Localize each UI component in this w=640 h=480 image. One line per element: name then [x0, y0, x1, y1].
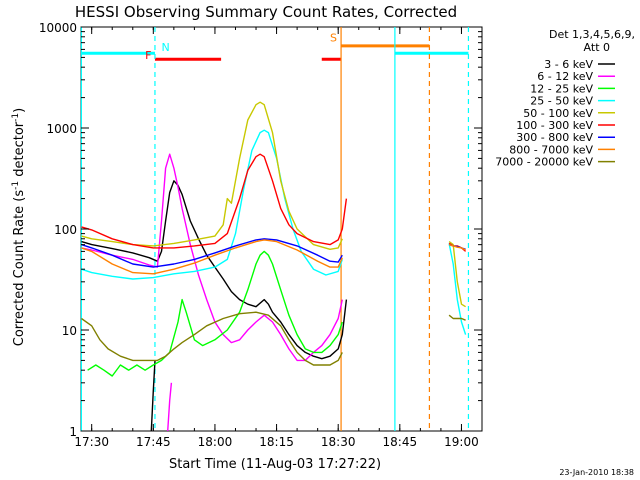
y-axis-label-mid: detector [12, 121, 27, 181]
y-tick-label: 1 [69, 425, 77, 439]
observing-flags: NF S [80, 27, 470, 431]
y-axis-label-end: ) [12, 108, 27, 113]
series-1 [81, 180, 348, 432]
series-line [81, 238, 343, 268]
axes: 17:30 17:45 18:00 18:15 18:30 18:45 19:00 1 10 10… [39, 21, 482, 449]
y-axis-label-main: Corrected Count Rate (s [12, 190, 27, 347]
x-tick-label: 17:45 [136, 435, 171, 449]
series-line [81, 101, 343, 251]
y-axis-label-exp1: -1 [11, 181, 21, 190]
chart-title: HESSI Observing Summary Count Rates, Cor… [75, 3, 457, 21]
plot-area [80, 26, 483, 432]
legend-entry-label: 100 - 300 keV [516, 119, 593, 132]
x-tick-label: 18:15 [259, 435, 294, 449]
series-line [448, 243, 466, 251]
x-tick-label: 18:00 [198, 435, 233, 449]
series-line [80, 311, 343, 366]
series-line [448, 314, 466, 321]
series-line [81, 153, 348, 249]
x-tick-label: 18:30 [321, 435, 356, 449]
flag-annotation: N [162, 41, 170, 54]
series-line [448, 243, 467, 335]
series-line [87, 250, 343, 377]
series-line [150, 360, 156, 432]
y-axis-label: Corrected Count Rate (s-1 detector-1) [11, 108, 27, 346]
x-tick-label: 18:45 [383, 435, 418, 449]
x-tick-label: 19:00 [444, 435, 479, 449]
series-3 [87, 250, 343, 377]
y-tick-label: 1000 [46, 122, 77, 136]
series-5 [81, 101, 466, 308]
flag-annotation: S [330, 31, 337, 44]
series-6 [81, 153, 467, 252]
x-axis-label: Start Time (11-Aug-03 17:27:22) [169, 457, 381, 472]
x-tick-label: 17:30 [74, 435, 109, 449]
plot-frame [80, 26, 483, 432]
series-lines [80, 101, 467, 432]
y-tick-label: 10000 [39, 21, 77, 35]
series-line [167, 382, 173, 432]
y-axis-label-exp2: -1 [11, 113, 21, 122]
legend-entry-label: 800 - 7000 keV [509, 143, 593, 156]
legend-entry-label: 3 - 6 keV [544, 58, 593, 71]
series-line [448, 241, 466, 308]
series-7 [81, 238, 466, 268]
series-4 [81, 129, 467, 335]
series-line [81, 153, 343, 362]
series-line [81, 129, 343, 280]
legend-entry-label: 6 - 12 keV [537, 70, 593, 83]
legend-entry-label: 7000 - 20000 keV [495, 156, 593, 169]
legend-header-detectors: Det 1,3,4,5,6,9, [549, 28, 635, 41]
legend-header-attenuator: Att 0 [584, 41, 610, 54]
series-9 [80, 311, 466, 366]
series-2 [81, 153, 343, 432]
series-line [81, 180, 348, 360]
footer-timestamp: 23-Jan-2010 18:38 [559, 468, 634, 477]
series-line [81, 239, 343, 275]
legend-entry-label: 300 - 800 keV [516, 131, 593, 144]
flag-annotation: F [145, 49, 151, 62]
legend-entry-label: 25 - 50 keV [530, 95, 593, 108]
series-8 [81, 239, 466, 275]
y-tick-label: 100 [54, 223, 77, 237]
legend-entry-label: 50 - 100 keV [523, 107, 593, 120]
y-tick-label: 10 [62, 324, 77, 338]
legend-entry-label: 12 - 25 keV [530, 82, 593, 95]
